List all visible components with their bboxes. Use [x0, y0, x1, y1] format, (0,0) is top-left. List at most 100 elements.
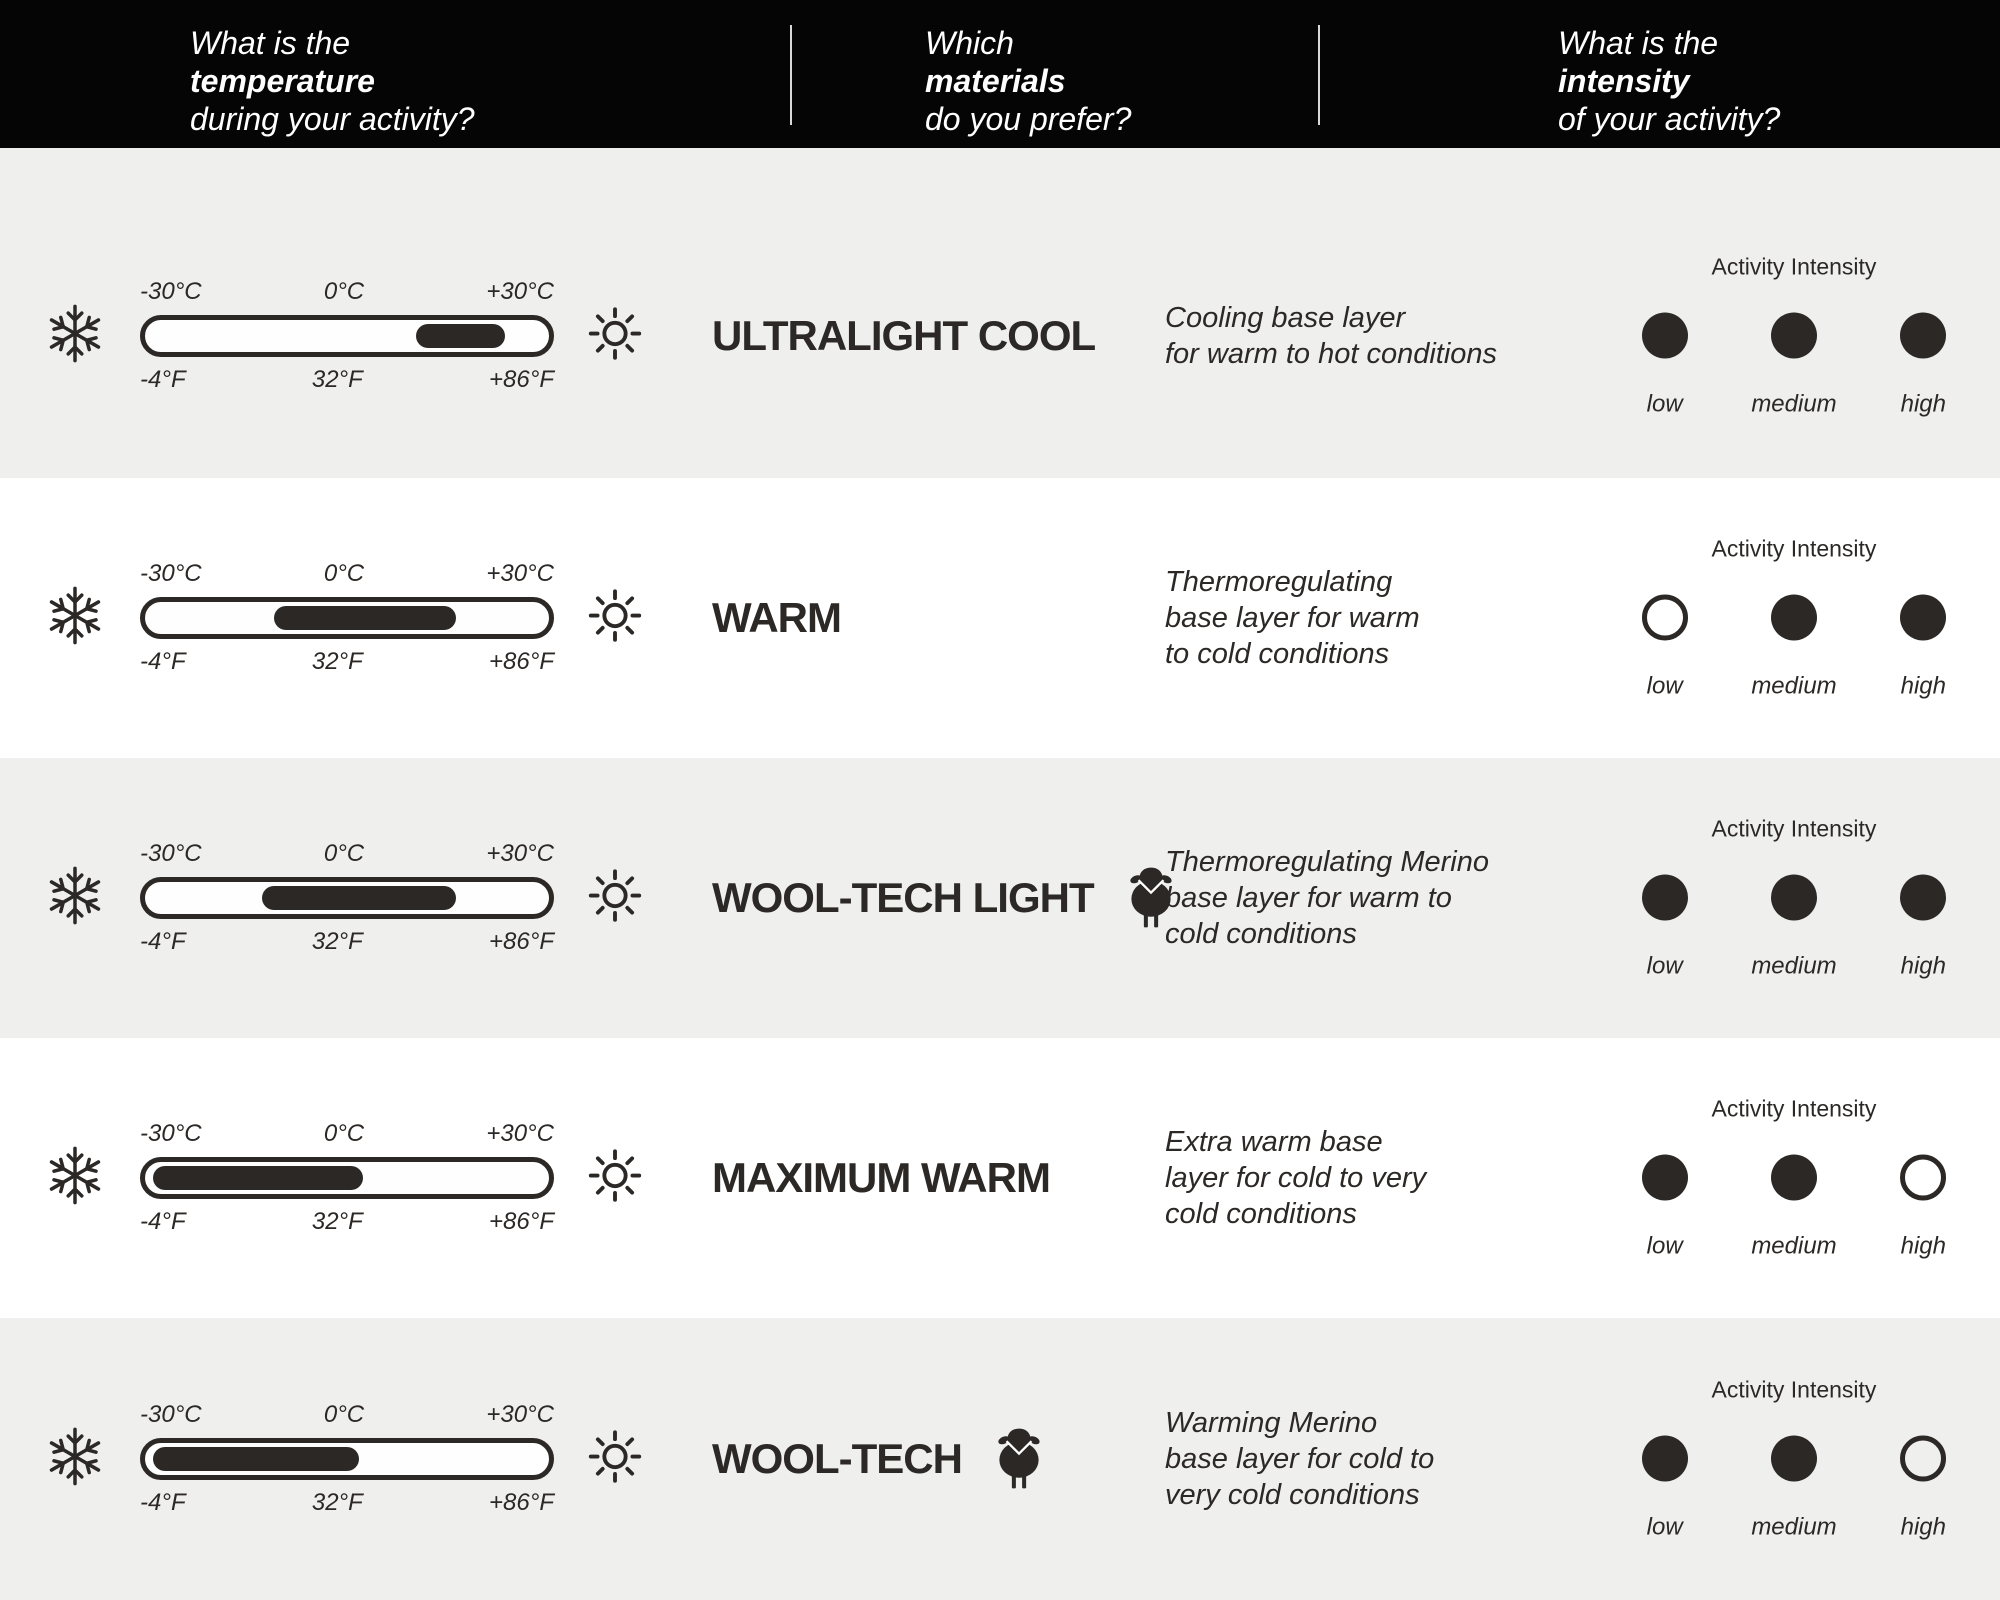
temp-label-fahrenheit-zero: 32°F: [311, 1489, 363, 1516]
intensity-dots: [1642, 874, 1946, 921]
temperature-scale: -30°C 0°C +30°C -4°F 32°F +86°F: [140, 1401, 554, 1517]
product-name-label: MAXIMUM WARM: [712, 1154, 1051, 1201]
description-line: Thermoregulating Merino: [1165, 846, 1489, 878]
header-line: do you prefer?: [925, 101, 1132, 137]
sun-icon: [580, 303, 650, 370]
product-name-label: WARM: [712, 594, 842, 641]
activity-intensity-title: Activity Intensity: [1711, 535, 1877, 562]
description-line: Thermoregulating: [1165, 566, 1393, 598]
sheep-icon: [992, 1426, 1046, 1492]
intensity-label-low: low: [1646, 672, 1683, 700]
description-line: base layer for warm to: [1165, 882, 1452, 914]
temperature-scale: -30°C 0°C +30°C -4°F 32°F +86°F: [140, 278, 554, 394]
snowflake-icon: [42, 584, 108, 653]
intensity-label-high: high: [1900, 672, 1946, 700]
temperature-range-fill: [274, 606, 457, 630]
intensity-dot-high: [1900, 1435, 1946, 1482]
product-name: WARM: [712, 594, 842, 642]
intensity-dot-low: [1642, 594, 1688, 641]
temp-label-celsius-zero: 0°C: [323, 1401, 365, 1428]
intensity-dot-low: [1642, 312, 1688, 359]
product-name: MAXIMUM WARM: [712, 1154, 1051, 1202]
intensity-label-high: high: [1900, 1232, 1946, 1260]
temperature-track: [140, 1438, 554, 1480]
header-line: of your activity?: [1558, 101, 1781, 137]
temperature-range-fill: [262, 886, 457, 910]
activity-intensity-title: Activity Intensity: [1711, 1376, 1877, 1403]
product-name-label: WOOL-TECH: [712, 1435, 963, 1482]
intensity-dot-high: [1900, 594, 1946, 641]
intensity-label-medium: medium: [1751, 390, 1837, 418]
description-line: cold conditions: [1165, 918, 1357, 950]
temp-label-fahrenheit-min: -4°F: [140, 1208, 186, 1235]
sun-icon: [580, 585, 650, 652]
product-name: WOOL-TECH LIGHT: [712, 865, 1178, 931]
header-divider: [1318, 25, 1320, 125]
description-line: to cold conditions: [1165, 638, 1390, 670]
temp-label-celsius-min: -30°C: [140, 1401, 202, 1428]
intensity-label-high: high: [1900, 390, 1946, 418]
temp-label-fahrenheit-zero: 32°F: [311, 928, 363, 955]
product-description: Cooling base layer for warm to hot condi…: [1165, 300, 1595, 372]
temperature-track: [140, 315, 554, 357]
intensity-dot-low: [1642, 1154, 1688, 1201]
temperature-scale: -30°C 0°C +30°C -4°F 32°F +86°F: [140, 1120, 554, 1236]
intensity-label-medium: medium: [1751, 1232, 1837, 1260]
product-description: Thermoregulating Merino base layer for w…: [1165, 844, 1595, 952]
sun-icon: [580, 1145, 650, 1212]
temperature-range-fill: [153, 1447, 360, 1471]
product-name-label: ULTRALIGHT COOL: [712, 312, 1096, 359]
header-line: What is the: [190, 25, 351, 61]
product-description: Warming Merino base layer for cold to ve…: [1165, 1405, 1595, 1513]
temp-label-celsius-max: +30°C: [486, 1401, 554, 1428]
intensity-dot-high: [1900, 874, 1946, 921]
temperature-scale: -30°C 0°C +30°C -4°F 32°F +86°F: [140, 840, 554, 956]
header-line: materials: [925, 63, 1066, 99]
temp-label-celsius-zero: 0°C: [323, 560, 365, 587]
temp-label-celsius-min: -30°C: [140, 560, 202, 587]
header-line: What is the: [1558, 25, 1719, 61]
activity-intensity: Activity Intensity low medium high: [1600, 536, 1988, 701]
intensity-dots: [1642, 1435, 1946, 1482]
intensity-label-medium: medium: [1751, 952, 1837, 980]
intensity-label-low: low: [1646, 390, 1683, 418]
snowflake-icon: [42, 1144, 108, 1213]
temperature-range-fill: [153, 1166, 364, 1190]
description-line: cold conditions: [1165, 1198, 1357, 1230]
temp-label-fahrenheit-min: -4°F: [140, 648, 186, 675]
description-line: base layer for cold to: [1165, 1443, 1435, 1475]
sun-icon: [580, 1426, 650, 1493]
temp-label-fahrenheit-zero: 32°F: [311, 648, 363, 675]
temp-label-celsius-min: -30°C: [140, 1120, 202, 1147]
temp-label-celsius-max: +30°C: [486, 840, 554, 867]
intensity-dot-medium: [1771, 1435, 1817, 1482]
temp-label-fahrenheit-max: +86°F: [489, 366, 554, 393]
product-row: -30°C 0°C +30°C -4°F 32°F +86°F WOOL-TEC…: [0, 758, 2000, 1038]
intensity-dots: [1642, 1154, 1946, 1201]
intensity-dots: [1642, 312, 1946, 359]
snowflake-icon: [42, 302, 108, 371]
temp-label-fahrenheit-zero: 32°F: [311, 1208, 363, 1235]
temp-label-celsius-zero: 0°C: [323, 278, 365, 305]
intensity-label-low: low: [1646, 1232, 1683, 1260]
intensity-dot-medium: [1771, 1154, 1817, 1201]
header-line: intensity: [1558, 63, 1690, 99]
temp-label-celsius-zero: 0°C: [323, 840, 365, 867]
temperature-track: [140, 877, 554, 919]
temp-label-fahrenheit-zero: 32°F: [311, 366, 363, 393]
product-row: -30°C 0°C +30°C -4°F 32°F +86°F ULTRALIG…: [0, 148, 2000, 478]
temp-label-celsius-zero: 0°C: [323, 1120, 365, 1147]
temp-label-fahrenheit-max: +86°F: [489, 648, 554, 675]
header-line: Which: [925, 25, 1014, 61]
intensity-label-low: low: [1646, 952, 1683, 980]
temperature-track: [140, 597, 554, 639]
intensity-dot-medium: [1771, 312, 1817, 359]
intensity-label-medium: medium: [1751, 1513, 1837, 1541]
description-line: Cooling base layer: [1165, 302, 1406, 334]
temp-label-celsius-min: -30°C: [140, 840, 202, 867]
product-name-label: WOOL-TECH LIGHT: [712, 874, 1095, 921]
product-name: ULTRALIGHT COOL: [712, 312, 1096, 360]
header-divider: [790, 25, 792, 125]
temp-label-fahrenheit-min: -4°F: [140, 366, 186, 393]
intensity-dot-medium: [1771, 874, 1817, 921]
